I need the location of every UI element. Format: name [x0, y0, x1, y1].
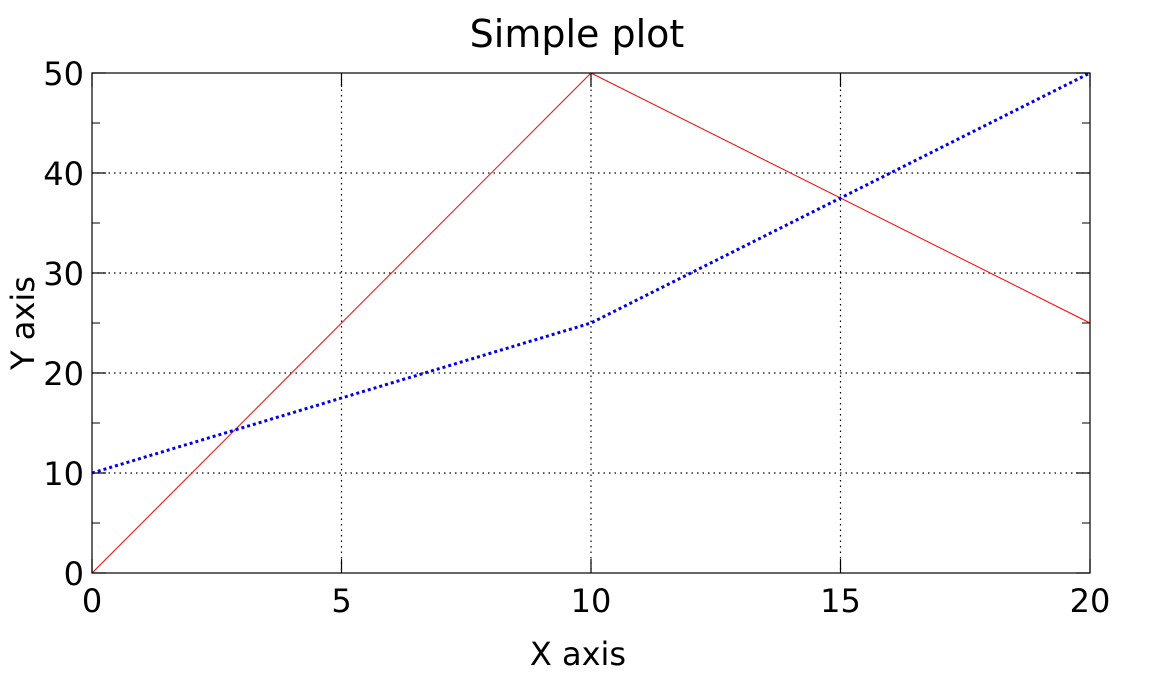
x-tick-label: 20 — [1070, 582, 1111, 620]
y-axis-label: Y axis — [4, 276, 42, 371]
y-tick-label: 10 — [43, 455, 84, 493]
y-tick-label: 30 — [43, 255, 84, 293]
x-tick-label: 5 — [331, 582, 351, 620]
x-axis-label: X axis — [530, 635, 626, 673]
x-tick-label: 15 — [820, 582, 861, 620]
plot-frame — [91, 72, 1091, 574]
y-tick-label: 20 — [43, 355, 84, 393]
y-tick-label: 0 — [64, 555, 84, 593]
x-tick-label: 0 — [82, 582, 102, 620]
y-tick-label: 40 — [43, 155, 84, 193]
x-tick-label: 10 — [571, 582, 612, 620]
y-tick-label: 50 — [43, 55, 84, 93]
grid — [92, 73, 1090, 573]
tick-labels: 0 5 10 15 20 0 10 20 30 40 50 — [43, 55, 1110, 620]
chart-title: Simple plot — [470, 12, 685, 56]
